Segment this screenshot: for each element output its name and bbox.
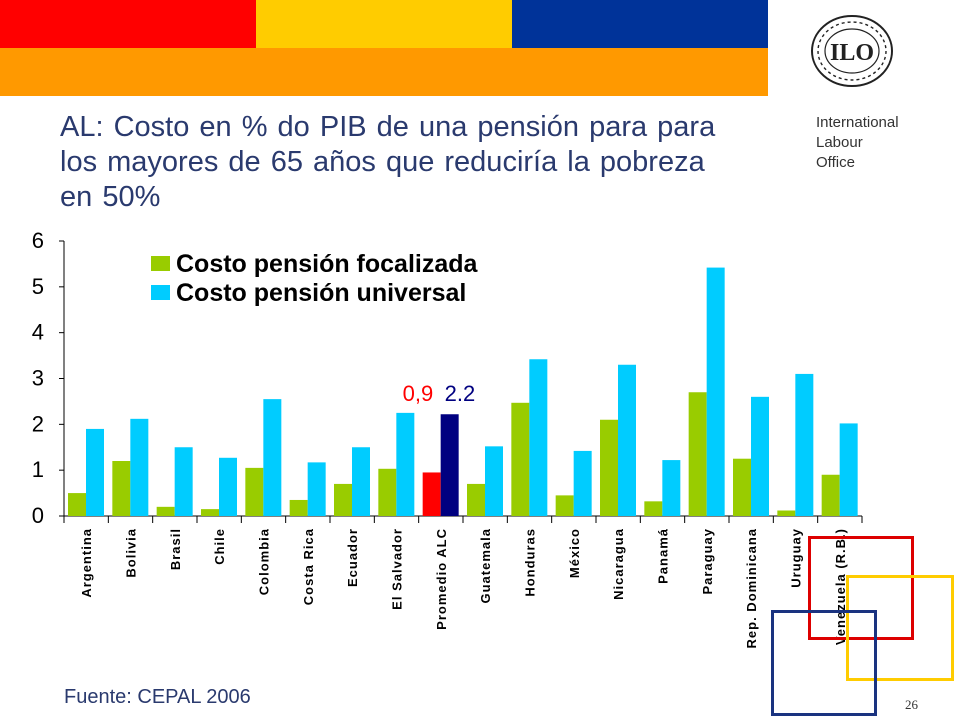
bar-annotation: 0,9	[403, 381, 434, 406]
bar-focalizada	[68, 493, 86, 516]
bar-focalizada	[555, 495, 574, 516]
ilo-logo-text: ILO	[830, 40, 874, 66]
x-category-label: El Salvador	[390, 528, 405, 610]
header-band-yellow	[256, 0, 512, 48]
bar-focalizada	[378, 468, 397, 516]
org-line-office: Office	[816, 154, 855, 171]
legend-label: Costo pensión universal	[176, 279, 466, 307]
y-tick-label: 0	[32, 503, 44, 528]
legend-swatch	[151, 256, 170, 271]
ilo-logo: ILO	[811, 15, 893, 87]
header-band-orange	[0, 48, 768, 96]
bar-focalizada	[821, 474, 840, 516]
bar-universal	[839, 423, 858, 516]
bar-universal	[485, 446, 503, 516]
x-category-label: Panamá	[656, 528, 671, 584]
bar-focalizada	[245, 467, 264, 516]
x-category-label: Ecuador	[345, 528, 360, 587]
bar-universal	[307, 462, 326, 516]
y-tick-label: 5	[32, 274, 44, 299]
x-category-label: Honduras	[523, 528, 538, 597]
bar-focalizada	[467, 483, 485, 516]
bar-universal	[352, 447, 370, 516]
bar-chart: 0 1 2 3 4 5 6 Argentina Bolivia Brasil Chile Colomb…	[32, 228, 863, 648]
x-category-label: Uruguay	[789, 528, 804, 588]
x-category-label: Chile	[212, 528, 227, 565]
org-line-international: International	[816, 114, 899, 131]
legend-swatch	[151, 285, 170, 300]
x-category-label: Paraguay	[700, 528, 715, 595]
x-category-label: Costa Rica	[301, 528, 316, 605]
bar-focalizada	[733, 458, 751, 516]
org-line-labour: Labour	[816, 134, 863, 151]
bar-universal	[795, 373, 814, 516]
bar-universal	[529, 359, 548, 516]
bar-universal	[573, 450, 592, 516]
decor-square-red	[808, 536, 914, 640]
x-category-label: Brasil	[168, 528, 183, 570]
slide-title: AL: Costo en % do PIB de una pensión par…	[60, 111, 716, 213]
y-tick-label: 1	[32, 457, 44, 482]
bar-universal	[86, 428, 104, 516]
bar-focalizada	[600, 419, 618, 516]
bar-focalizada	[201, 509, 219, 516]
bar-annotation: 2.2	[445, 381, 476, 406]
decor-square-blue	[771, 610, 877, 716]
x-category-label: Colombia	[257, 528, 272, 595]
header-band-red	[0, 0, 256, 48]
bar-focalizada	[112, 461, 131, 516]
bar-universal	[396, 412, 415, 516]
y-tick-label: 6	[32, 228, 44, 253]
bar-universal	[174, 447, 193, 516]
header-band-blue	[512, 0, 768, 48]
page-number: 26	[905, 697, 918, 712]
bar-universal	[662, 460, 681, 516]
bar-universal	[219, 457, 237, 516]
legend-label: Costo pensión focalizada	[176, 250, 479, 278]
bar-universal	[263, 399, 282, 516]
bar-universal	[751, 396, 769, 516]
y-tick-label: 4	[32, 320, 44, 345]
bar-focalizada	[334, 483, 352, 516]
x-category-label: Promedio ALC	[434, 528, 449, 630]
bar-universal	[706, 267, 725, 516]
y-tick-label: 2	[32, 411, 44, 436]
bar-focalizada	[688, 392, 707, 516]
bar-focalizada	[422, 472, 441, 516]
x-category-label: Nicaragua	[611, 528, 626, 600]
x-category-label: México	[567, 528, 582, 578]
bar-focalizada	[777, 510, 796, 516]
bar-focalizada	[156, 506, 175, 516]
bar-focalizada	[644, 501, 663, 516]
bar-focalizada	[289, 499, 308, 516]
bar-universal	[440, 414, 459, 516]
bar-focalizada	[511, 402, 530, 516]
y-tick-label: 3	[32, 366, 44, 391]
bar-universal	[130, 418, 149, 516]
bar-universal	[618, 364, 636, 516]
x-category-label: Bolivia	[124, 528, 139, 578]
x-category-label: Argentina	[79, 528, 94, 598]
x-category-label: Guatemala	[478, 528, 493, 603]
org-name: International Labour Office	[816, 113, 899, 173]
x-category-label: Venezuela (R.B.)	[833, 528, 848, 645]
x-category-label: Rep. Dominicana	[744, 528, 759, 648]
decor-square-yellow	[846, 575, 954, 681]
source-note: Fuente: CEPAL 2006	[64, 686, 251, 708]
